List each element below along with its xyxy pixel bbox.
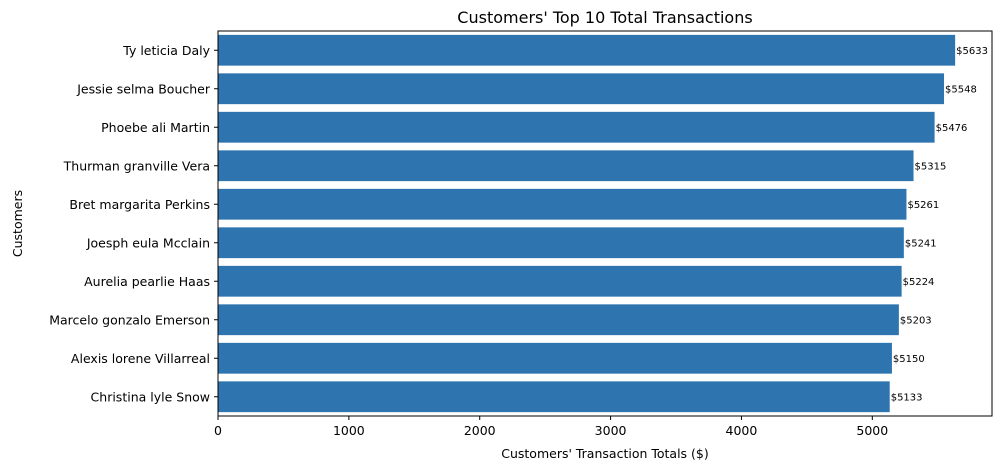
y-tick-label: Bret margarita Perkins bbox=[69, 197, 210, 212]
bar bbox=[218, 304, 899, 336]
bar bbox=[218, 265, 902, 297]
bar-value-label: $5476 bbox=[936, 123, 968, 134]
y-tick-label: Jessie selma Boucher bbox=[76, 81, 211, 96]
bar bbox=[218, 227, 904, 259]
bars-group bbox=[218, 34, 956, 413]
data-labels-group: $5633 $5548 $5476 $5315 $5261 $5241 $5224 $5203… bbox=[891, 46, 988, 404]
bar-value-label: $5133 bbox=[891, 392, 923, 403]
x-tick-label: 0 bbox=[214, 423, 222, 438]
bar bbox=[218, 34, 956, 66]
bar bbox=[218, 73, 945, 105]
y-tick-label: Phoebe ali Martin bbox=[101, 120, 210, 135]
y-tick-label: Christina lyle Snow bbox=[91, 389, 210, 404]
bar bbox=[218, 150, 914, 182]
bar bbox=[218, 381, 890, 413]
x-tick-label: 1000 bbox=[333, 423, 365, 438]
y-tick-label: Joesph eula Mcclain bbox=[86, 235, 210, 250]
x-tick-label: 3000 bbox=[595, 423, 627, 438]
bar-value-label: $5150 bbox=[893, 354, 925, 365]
chart-title: Customers' Top 10 Total Transactions bbox=[457, 8, 752, 27]
plot-frame bbox=[217, 30, 993, 417]
bar-value-label: $5261 bbox=[907, 200, 939, 211]
x-axis-label: Customers' Transaction Totals ($) bbox=[501, 446, 709, 461]
x-tick-label: 5000 bbox=[856, 423, 888, 438]
x-tick-label: 2000 bbox=[464, 423, 496, 438]
y-tick-label: Alexis lorene Villarreal bbox=[71, 351, 210, 366]
bar-value-label: $5241 bbox=[905, 238, 937, 249]
bar-value-label: $5633 bbox=[956, 46, 988, 57]
y-axis-label: Customers bbox=[10, 190, 25, 257]
y-axis-ticks: Ty leticia Daly Jessie selma Boucher Phoeb… bbox=[49, 43, 218, 404]
y-tick-label: Ty leticia Daly bbox=[122, 43, 210, 58]
bar-value-label: $5224 bbox=[903, 277, 935, 288]
bar-value-label: $5315 bbox=[915, 161, 947, 172]
bar-value-label: $5203 bbox=[900, 315, 932, 326]
x-axis-ticks: 0 1000 2000 3000 4000 5000 bbox=[214, 416, 888, 438]
bar bbox=[218, 111, 935, 143]
y-tick-label: Thurman granville Vera bbox=[63, 158, 210, 173]
bar-value-label: $5548 bbox=[945, 84, 977, 95]
bar bbox=[218, 342, 892, 374]
x-tick-label: 4000 bbox=[726, 423, 758, 438]
y-tick-label: Marcelo gonzalo Emerson bbox=[49, 312, 210, 327]
y-tick-label: Aurelia pearlie Haas bbox=[84, 274, 210, 289]
bar bbox=[218, 188, 907, 220]
